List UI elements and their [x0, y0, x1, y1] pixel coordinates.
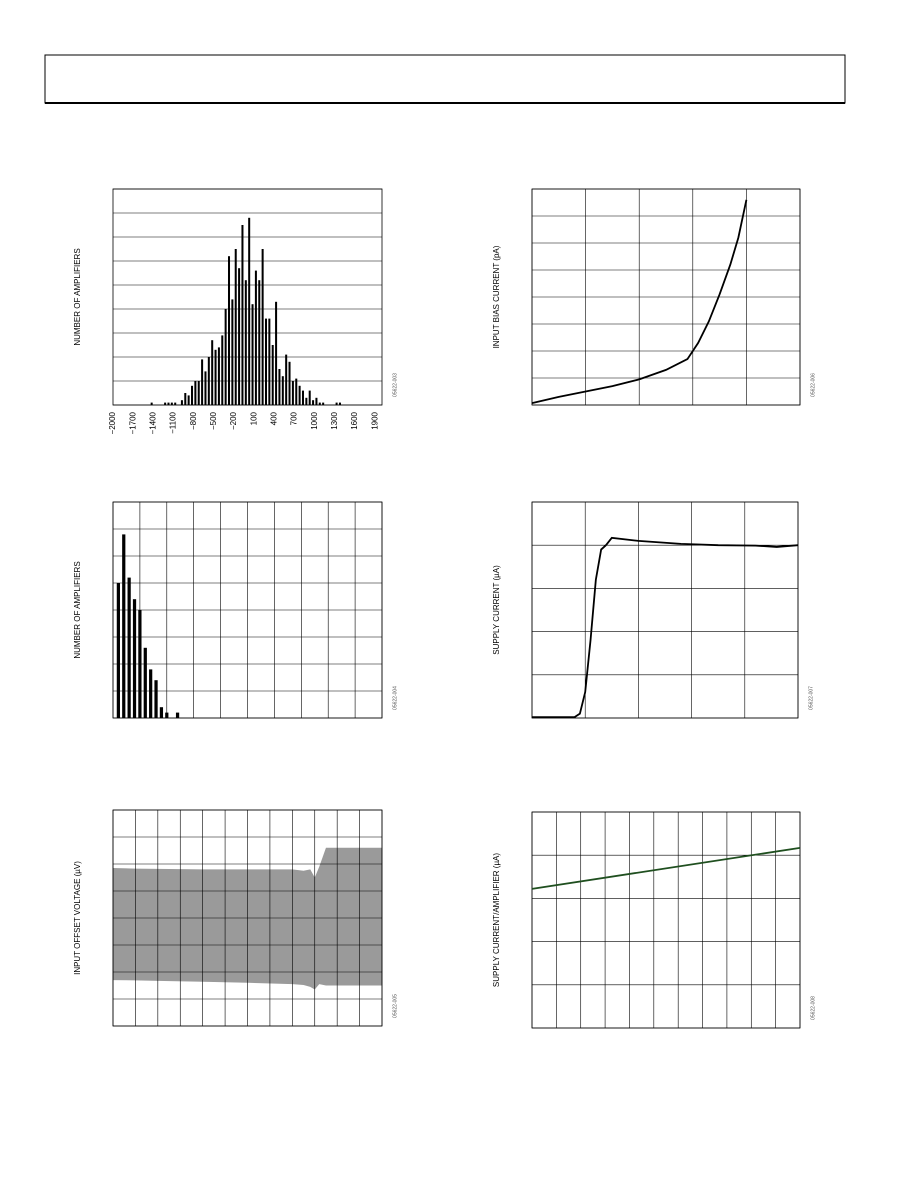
bar: [164, 402, 167, 405]
bar: [281, 376, 284, 405]
bar: [268, 318, 271, 405]
bar: [308, 390, 311, 405]
bar: [184, 393, 187, 405]
x-tick-label: 1900: [370, 411, 379, 429]
bar: [122, 534, 126, 718]
bar: [298, 385, 301, 405]
bar: [305, 397, 308, 405]
bar: [248, 217, 251, 405]
x-tick-label: −200: [229, 411, 238, 430]
bar: [165, 712, 169, 718]
bar: [315, 397, 318, 405]
plot-frame: [112, 809, 383, 1027]
bar: [318, 402, 321, 405]
bar: [167, 402, 170, 405]
x-tick-label: 100: [249, 411, 258, 425]
bar: [159, 707, 164, 718]
figure-id: 05622-006: [810, 373, 816, 397]
y-axis-label: NUMBER OF AMPLIFIERS: [73, 248, 82, 345]
bar: [258, 280, 261, 405]
bar: [207, 357, 210, 405]
bar: [288, 361, 291, 405]
curve: [532, 536, 799, 719]
bar: [234, 249, 237, 405]
plot-frame: [112, 188, 383, 406]
y-axis-label: NUMBER OF AMPLIFIERS: [73, 561, 82, 658]
figure-id: 05622-007: [808, 686, 814, 710]
bar: [201, 359, 204, 405]
bar: [241, 225, 244, 405]
bar: [175, 712, 180, 718]
figure-id: 05622-003: [392, 373, 398, 397]
bar: [244, 280, 247, 405]
bar: [143, 647, 147, 718]
bar: [197, 381, 200, 405]
y-axis-label: INPUT OFFSET VOLTAGE (µV): [73, 861, 82, 975]
bar: [191, 385, 194, 405]
x-tick-label: −800: [189, 411, 198, 430]
x-tick-label: 1600: [350, 411, 359, 429]
bar: [264, 318, 268, 405]
bar: [312, 400, 315, 405]
bar: [211, 340, 214, 405]
bar: [291, 381, 294, 405]
bar: [127, 577, 131, 718]
plot-frame: [112, 501, 383, 719]
curve: [531, 199, 748, 404]
x-tick-label: 400: [270, 411, 279, 425]
bar: [227, 256, 231, 405]
bar: [149, 669, 153, 718]
x-tick-label: −2000: [108, 411, 117, 434]
y-axis-label: SUPPLY CURRENT/AMPLIFIER (µA): [492, 853, 501, 987]
y-axis-label: INPUT BIAS CURRENT (pA): [492, 245, 501, 348]
bar: [138, 610, 142, 718]
bar: [224, 309, 227, 405]
figure-id: 05622-004: [392, 686, 398, 710]
bar: [275, 301, 278, 405]
bar: [187, 395, 190, 405]
x-tick-label: −1700: [128, 411, 137, 434]
plot-frame: [531, 811, 801, 1029]
y-axis-label: SUPPLY CURRENT (µA): [492, 565, 501, 655]
bar: [238, 268, 241, 405]
bar: [278, 369, 281, 405]
bar: [285, 354, 288, 405]
bar: [251, 304, 254, 405]
bar: [150, 402, 153, 405]
figure-id: 05622-005: [392, 994, 398, 1018]
bar: [221, 335, 224, 405]
bar: [180, 400, 183, 405]
x-tick-label: 700: [290, 411, 299, 425]
bar: [194, 381, 197, 405]
bar: [154, 680, 158, 718]
x-tick-label: −1100: [169, 411, 178, 433]
bar: [271, 345, 274, 405]
bar: [204, 371, 207, 405]
bar: [335, 402, 338, 405]
bar: [132, 599, 137, 718]
bar: [295, 378, 298, 405]
plot-frame: [531, 501, 799, 719]
bar: [116, 583, 120, 718]
x-tick-label: 1000: [310, 411, 319, 429]
bar: [170, 402, 173, 405]
bar: [217, 347, 220, 405]
bar: [231, 299, 234, 405]
plot-frame: [531, 188, 801, 406]
bar: [322, 402, 325, 405]
bar: [338, 402, 341, 405]
bar: [174, 402, 177, 405]
bar: [214, 349, 217, 405]
bar: [261, 249, 264, 405]
x-tick-label: 1300: [330, 411, 339, 429]
curve: [531, 846, 801, 890]
x-tick-label: −500: [209, 411, 218, 430]
x-tick-label: −1400: [148, 411, 157, 434]
header-box: [44, 54, 846, 104]
figure-id: 05622-008: [810, 996, 816, 1020]
bar: [301, 390, 304, 405]
bar: [254, 270, 257, 405]
